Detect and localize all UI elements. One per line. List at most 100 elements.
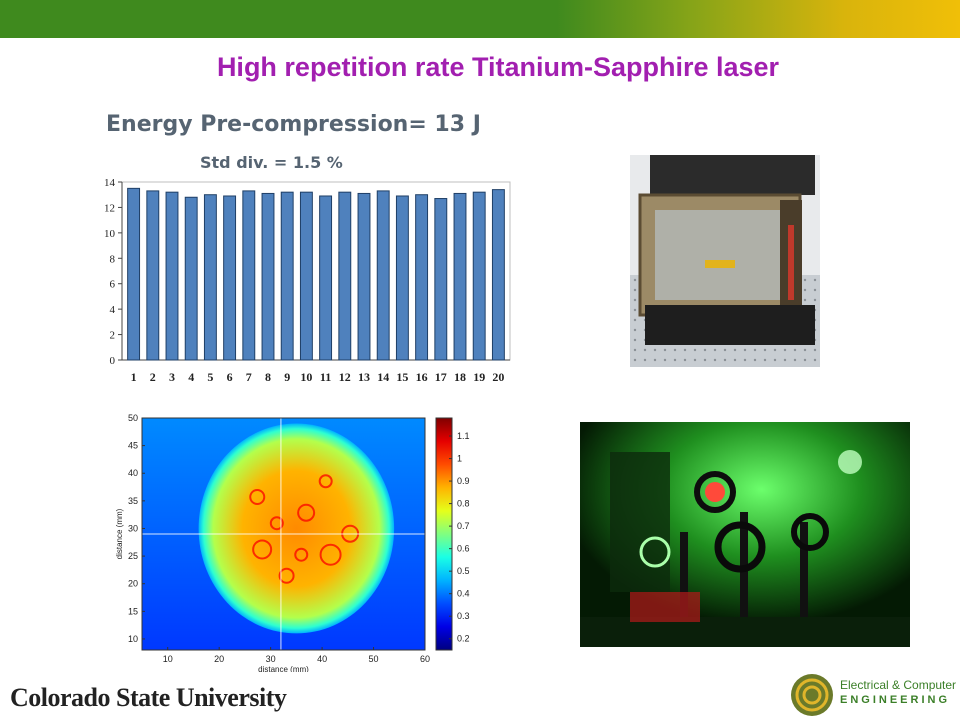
vacuum-chamber-photo xyxy=(630,155,820,367)
bar-19 xyxy=(472,191,486,361)
y-tick-label: 35 xyxy=(128,496,138,506)
beam-ring xyxy=(297,503,316,522)
beam-ring xyxy=(294,547,309,562)
colorbar-tick-label: 0.8 xyxy=(457,499,470,509)
x-tick-label: 3 xyxy=(169,370,175,384)
y-tick-label: 30 xyxy=(128,523,138,533)
x-tick-label: 20 xyxy=(214,654,224,664)
x-tick-label: 19 xyxy=(473,370,485,384)
y-tick-label: 50 xyxy=(128,413,138,423)
chart-title: Energy Pre-compression= 13 J xyxy=(106,112,481,137)
beam-ring xyxy=(249,488,266,505)
bar-20 xyxy=(491,189,505,361)
bar-14 xyxy=(376,190,390,361)
bar-5 xyxy=(203,194,217,361)
y-tick-label: 0 xyxy=(110,355,116,367)
y-tick-label: 4 xyxy=(110,304,116,316)
y-axis-label: distance (mm) xyxy=(115,508,124,559)
university-logo: Colorado State University xyxy=(10,683,287,712)
x-tick-label: 30 xyxy=(266,654,276,664)
bar-2 xyxy=(146,190,160,361)
x-tick-label: 11 xyxy=(320,370,331,384)
y-tick-label: 14 xyxy=(104,177,116,189)
bar-17 xyxy=(434,198,448,361)
bar-12 xyxy=(338,191,352,361)
green-laser-optics-photo xyxy=(580,422,910,647)
ece-logo: Electrical & Computer ENGINEERING xyxy=(790,672,957,718)
bar-3 xyxy=(165,191,179,361)
x-tick-label: 10 xyxy=(300,370,312,384)
beam-ring xyxy=(278,567,295,584)
bar-15 xyxy=(395,195,409,361)
bar-11 xyxy=(319,195,333,361)
y-tick-label: 20 xyxy=(128,579,138,589)
ece-dept-line1: Electrical & Computer xyxy=(840,678,957,692)
x-tick-label: 8 xyxy=(265,370,271,384)
bar-1 xyxy=(127,187,141,361)
slide-title: High repetition rate Titanium-Sapphire l… xyxy=(216,52,780,82)
heatmap-frame xyxy=(141,417,426,651)
plot-frame xyxy=(121,181,511,361)
beam-ring xyxy=(319,543,342,566)
colorbar-tick-label: 0.9 xyxy=(457,476,470,486)
colorbar-tick-label: 0.6 xyxy=(457,544,470,554)
x-tick-label: 50 xyxy=(369,654,379,664)
bar-8 xyxy=(261,192,275,361)
y-tick-label: 2 xyxy=(110,330,116,342)
x-tick-label: 1 xyxy=(131,370,137,384)
y-tick-label: 45 xyxy=(128,441,138,451)
bar-10 xyxy=(299,191,313,361)
x-tick-label: 10 xyxy=(163,654,173,664)
x-axis-label: distance (mm) xyxy=(258,665,309,672)
ece-emblem-icon xyxy=(791,674,833,716)
y-tick-label: 15 xyxy=(128,606,138,616)
chart-subtitle: Std div. = 1.5 % xyxy=(200,153,343,172)
y-tick-label: 25 xyxy=(128,551,138,561)
y-tick-label: 6 xyxy=(110,279,116,291)
colorbar-tick-label: 0.5 xyxy=(457,566,470,576)
bar-7 xyxy=(242,190,256,361)
x-tick-label: 17 xyxy=(435,370,447,384)
x-tick-label: 9 xyxy=(284,370,290,384)
x-tick-label: 13 xyxy=(358,370,370,384)
bar-4 xyxy=(184,196,198,361)
bar-18 xyxy=(453,192,467,361)
y-tick-label: 40 xyxy=(128,468,138,478)
bar-13 xyxy=(357,192,371,361)
bar-6 xyxy=(223,195,237,361)
x-tick-label: 15 xyxy=(396,370,408,384)
colorbar-tick-label: 0.2 xyxy=(457,634,470,644)
x-tick-label: 60 xyxy=(420,654,430,664)
y-tick-label: 12 xyxy=(104,202,115,214)
beam-ring xyxy=(318,474,333,489)
bar-16 xyxy=(415,194,429,361)
x-tick-label: 7 xyxy=(246,370,252,384)
x-tick-label: 4 xyxy=(188,370,194,384)
x-tick-label: 6 xyxy=(227,370,233,384)
colorbar-tick-label: 1 xyxy=(457,454,462,464)
colorbar-tick-label: 1.1 xyxy=(457,431,470,441)
beam-ring xyxy=(252,539,273,560)
x-tick-label: 16 xyxy=(416,370,428,384)
colorbar-tick-label: 0.3 xyxy=(457,611,470,621)
beam-profile-heatmap: 10 20 30 40 50 60 10 15 20 25 30 35 40 45 50 distance (… xyxy=(115,413,470,672)
x-tick-label: 18 xyxy=(454,370,466,384)
top-color-band xyxy=(0,0,960,38)
x-tick-label: 20 xyxy=(492,370,504,384)
colorbar-tick-label: 0.7 xyxy=(457,521,470,531)
x-tick-label: 5 xyxy=(207,370,213,384)
y-tick-label: 8 xyxy=(110,253,116,265)
x-tick-label: 40 xyxy=(317,654,327,664)
x-tick-label: 2 xyxy=(150,370,156,384)
x-tick-label: 12 xyxy=(339,370,351,384)
y-tick-label: 10 xyxy=(104,228,116,240)
y-tick-label: 10 xyxy=(128,634,138,644)
bar-9 xyxy=(280,191,294,361)
ece-dept-line2: ENGINEERING xyxy=(840,694,951,706)
beam-spot xyxy=(198,423,395,634)
colorbar xyxy=(435,417,453,651)
beam-ring xyxy=(269,516,284,531)
x-tick-label: 14 xyxy=(377,370,389,384)
colorbar-tick-label: 0.4 xyxy=(457,589,470,599)
